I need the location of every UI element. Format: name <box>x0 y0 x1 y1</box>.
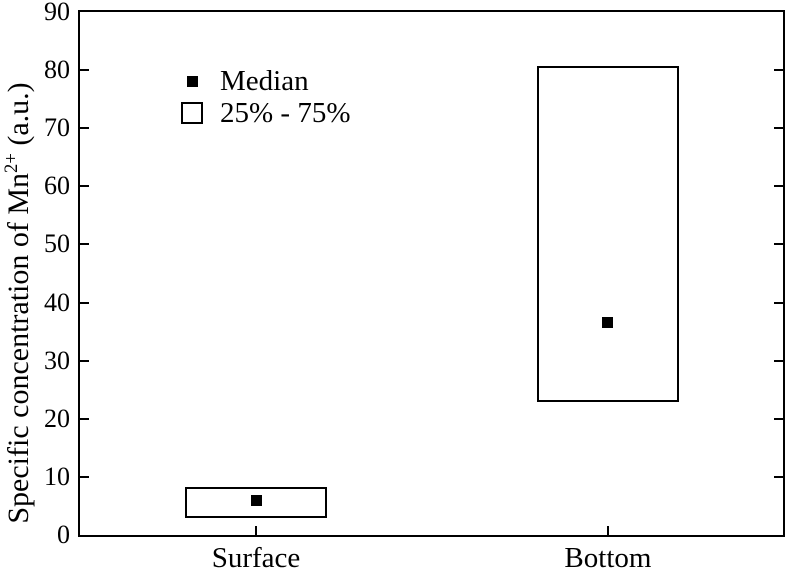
y-axis-tick-right <box>774 127 783 130</box>
y-axis-tick-right <box>774 185 783 188</box>
plot-area: Median 25% - 75% <box>78 10 785 537</box>
legend-entry-iqr: 25% - 75% <box>180 97 350 129</box>
y-axis-tick-left <box>80 359 89 362</box>
open-square-icon <box>181 102 203 124</box>
x-tick-label-surface: Surface <box>211 542 301 574</box>
y-tick-label: 10 <box>44 461 70 491</box>
y-axis-tick-left <box>80 69 89 72</box>
y-axis-tick-left <box>80 301 89 304</box>
y-tick-label: 90 <box>44 0 70 26</box>
iqr-box-surface <box>185 486 328 518</box>
y-axis-title-units: (a.u.) <box>2 82 35 154</box>
iqr-box-bottom <box>536 66 679 403</box>
filled-square-icon <box>186 75 198 87</box>
y-axis-tick-right <box>774 359 783 362</box>
y-axis-tick-right <box>774 417 783 420</box>
legend-entry-median: Median <box>180 65 350 97</box>
x-tick-label-bottom: Bottom <box>564 542 652 574</box>
y-axis-tick-left <box>80 475 89 478</box>
y-axis-tick-right <box>774 69 783 72</box>
y-axis-tick-left <box>80 243 89 246</box>
y-tick-label: 40 <box>44 287 70 317</box>
y-axis-tick-left <box>80 417 89 420</box>
y-axis-tick-left <box>80 185 89 188</box>
y-axis-title: Specific concentration of Mn2+ (a.u.) <box>1 82 35 524</box>
y-tick-label: 60 <box>44 171 70 201</box>
legend-label-median: Median <box>220 64 309 97</box>
y-tick-label: 0 <box>57 520 70 549</box>
y-axis-title-text: Specific concentration of Mn <box>2 172 35 524</box>
median-marker-surface <box>250 494 262 506</box>
legend-marker-cell <box>180 75 204 87</box>
y-tick-label: 50 <box>44 229 70 259</box>
median-marker-bottom <box>602 317 614 329</box>
legend-marker-cell <box>180 102 204 124</box>
y-tick-label: 80 <box>44 55 70 85</box>
x-axis-tick-bottom <box>606 526 609 535</box>
y-tick-label: 30 <box>44 345 70 375</box>
y-axis-tick-right <box>774 475 783 478</box>
legend: Median 25% - 75% <box>180 65 350 129</box>
y-tick-label: 70 <box>44 113 70 143</box>
y-axis-tick-left <box>80 127 89 130</box>
y-axis-tick-right <box>774 301 783 304</box>
legend-label-iqr: 25% - 75% <box>220 96 351 129</box>
y-tick-label: 20 <box>44 403 70 433</box>
y-axis-tick-right <box>774 243 783 246</box>
y-axis-title-superscript: 2+ <box>1 153 22 173</box>
x-axis-tick-surface <box>255 526 258 535</box>
